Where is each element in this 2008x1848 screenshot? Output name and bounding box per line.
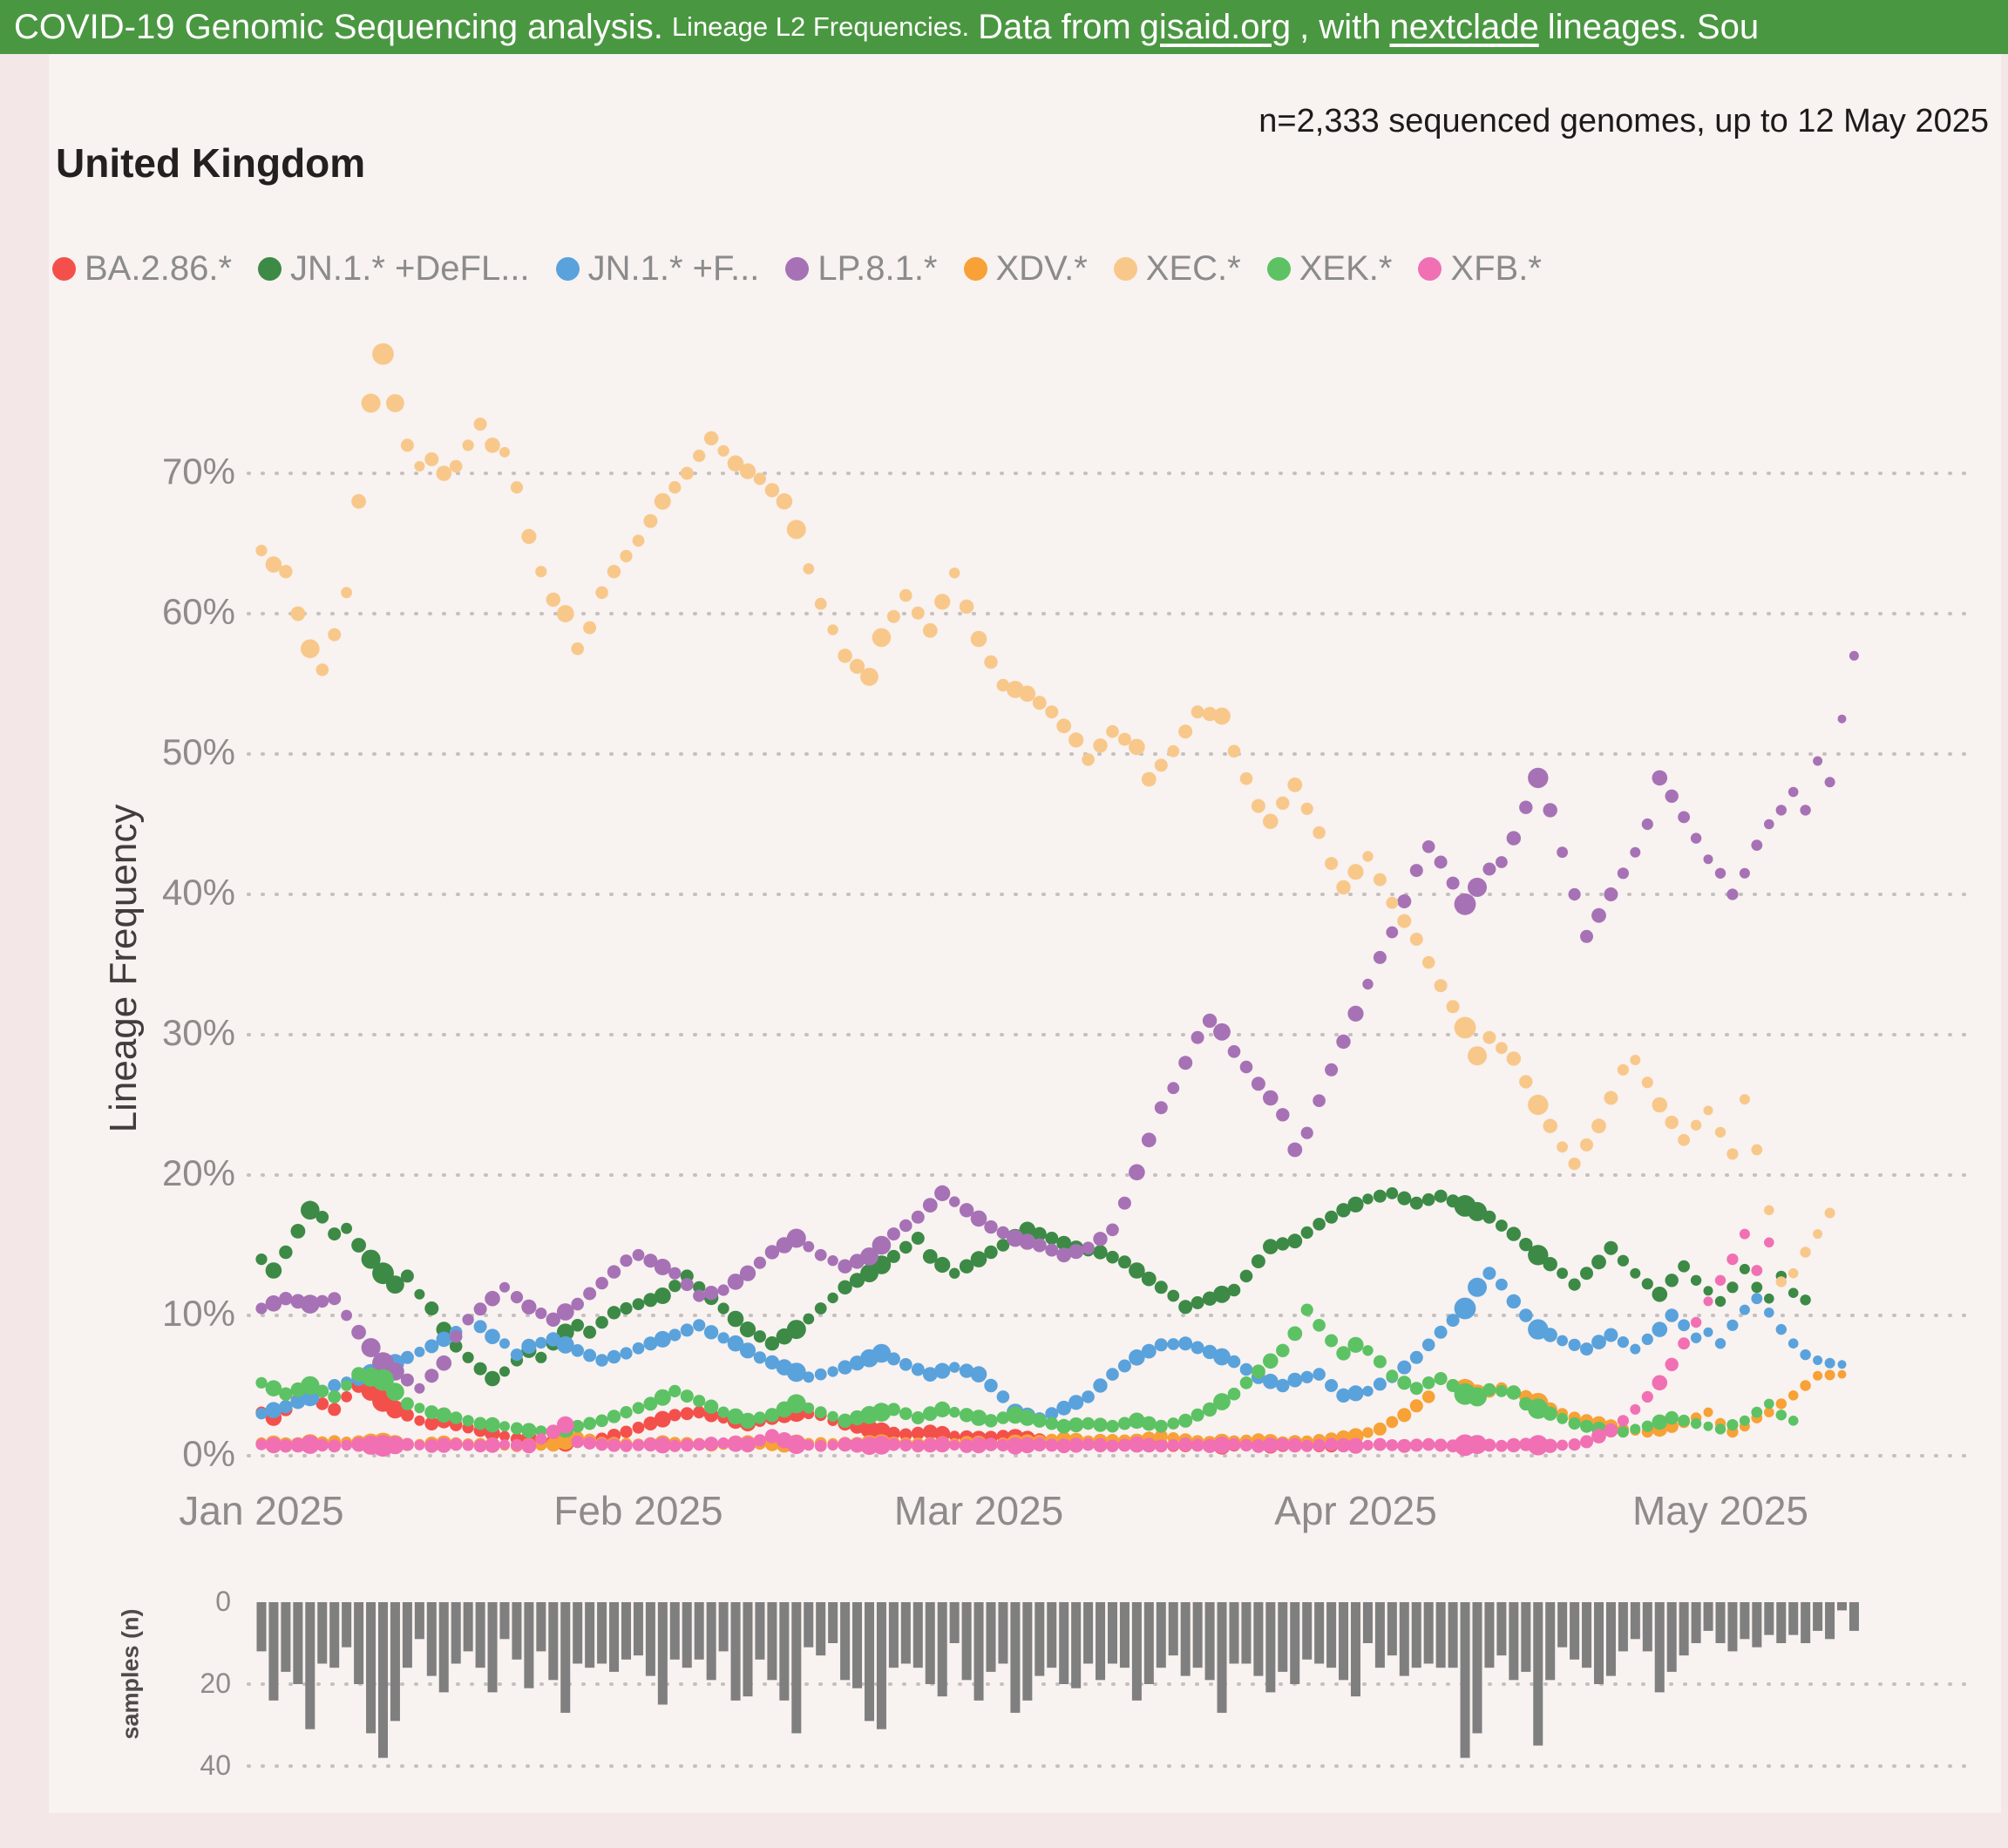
y-axis-tick: 20% (161, 1152, 235, 1193)
sample-count-note: n=2,333 sequenced genomes, up to 12 May … (1258, 103, 1989, 139)
legend-dot-icon (1113, 257, 1137, 281)
legend: BA.2.86.* JN.1.* +DeFL... JN.1.* +F... LP.8… (52, 249, 1568, 289)
legend-label: XEC.* (1145, 249, 1241, 288)
legend-dot-icon (555, 257, 580, 281)
legend-item-xfb[interactable]: XFB.* (1418, 249, 1542, 289)
x-axis-tick: Jan 2025 (179, 1488, 344, 1533)
samples-axis-tick: 40 (200, 1749, 231, 1781)
legend-label: JN.1.* +DeFL... (290, 249, 530, 288)
y-axis-tick: 10% (161, 1293, 235, 1334)
legend-item-jn-1-defl[interactable]: JN.1.* +DeFL... (258, 249, 530, 289)
legend-label: XFB.* (1450, 249, 1542, 288)
x-axis-tick: Mar 2025 (893, 1488, 1064, 1533)
header-source-prefix: Data from (978, 7, 1131, 46)
x-axis-tick: Feb 2025 (553, 1488, 723, 1533)
legend-dot-icon (52, 257, 76, 281)
legend-item-lp-8-1[interactable]: LP.8.1.* (785, 249, 938, 289)
x-axis-tick: May 2025 (1632, 1488, 1808, 1533)
page-title: United Kingdom (56, 140, 366, 186)
legend-item-ba-2-86[interactable]: BA.2.86.* (52, 249, 232, 289)
y-axis-tick: 40% (161, 872, 235, 913)
y-axis-tick: 0% (182, 1433, 235, 1474)
legend-label: XEK.* (1299, 249, 1393, 288)
legend-item-xdv[interactable]: XDV.* (963, 249, 1088, 289)
legend-dot-icon (785, 257, 810, 281)
legend-label: JN.1.* +F... (587, 249, 760, 288)
y-axis-tick: 50% (161, 731, 235, 772)
legend-label: XDV.* (995, 249, 1088, 288)
nextclade-link[interactable]: nextclade (1389, 7, 1539, 46)
legend-label: BA.2.86.* (85, 249, 233, 288)
chart-panel (49, 54, 2001, 1813)
y-axis-tick: 30% (161, 1012, 235, 1053)
legend-dot-icon (1418, 257, 1442, 281)
y-axis-tick: 60% (161, 591, 235, 632)
legend-dot-icon (963, 257, 987, 281)
legend-item-xec[interactable]: XEC.* (1113, 249, 1241, 289)
legend-item-jn-1-f[interactable]: JN.1.* +F... (555, 249, 760, 289)
header-source-mid: , with (1299, 7, 1381, 46)
app-header: COVID-19 Genomic Sequencing analysis. Li… (0, 0, 2008, 54)
legend-label: LP.8.1.* (817, 249, 938, 288)
header-title: COVID-19 Genomic Sequencing analysis. (14, 7, 663, 46)
x-axis-tick: Apr 2025 (1274, 1488, 1437, 1533)
gisaid-link[interactable]: gisaid.org (1139, 7, 1292, 46)
legend-dot-icon (1266, 257, 1291, 281)
legend-dot-icon (258, 257, 282, 281)
header-subtitle: Lineage L2 Frequencies. (671, 11, 970, 42)
legend-item-xek[interactable]: XEK.* (1266, 249, 1393, 289)
header-source-suffix: lineages. Sou (1547, 7, 1760, 46)
samples-axis-tick: 20 (200, 1668, 231, 1699)
samples-axis-tick: 0 (215, 1586, 231, 1617)
y-axis-title: Lineage Frequency (102, 804, 145, 1133)
y-axis-tick: 70% (161, 451, 235, 492)
